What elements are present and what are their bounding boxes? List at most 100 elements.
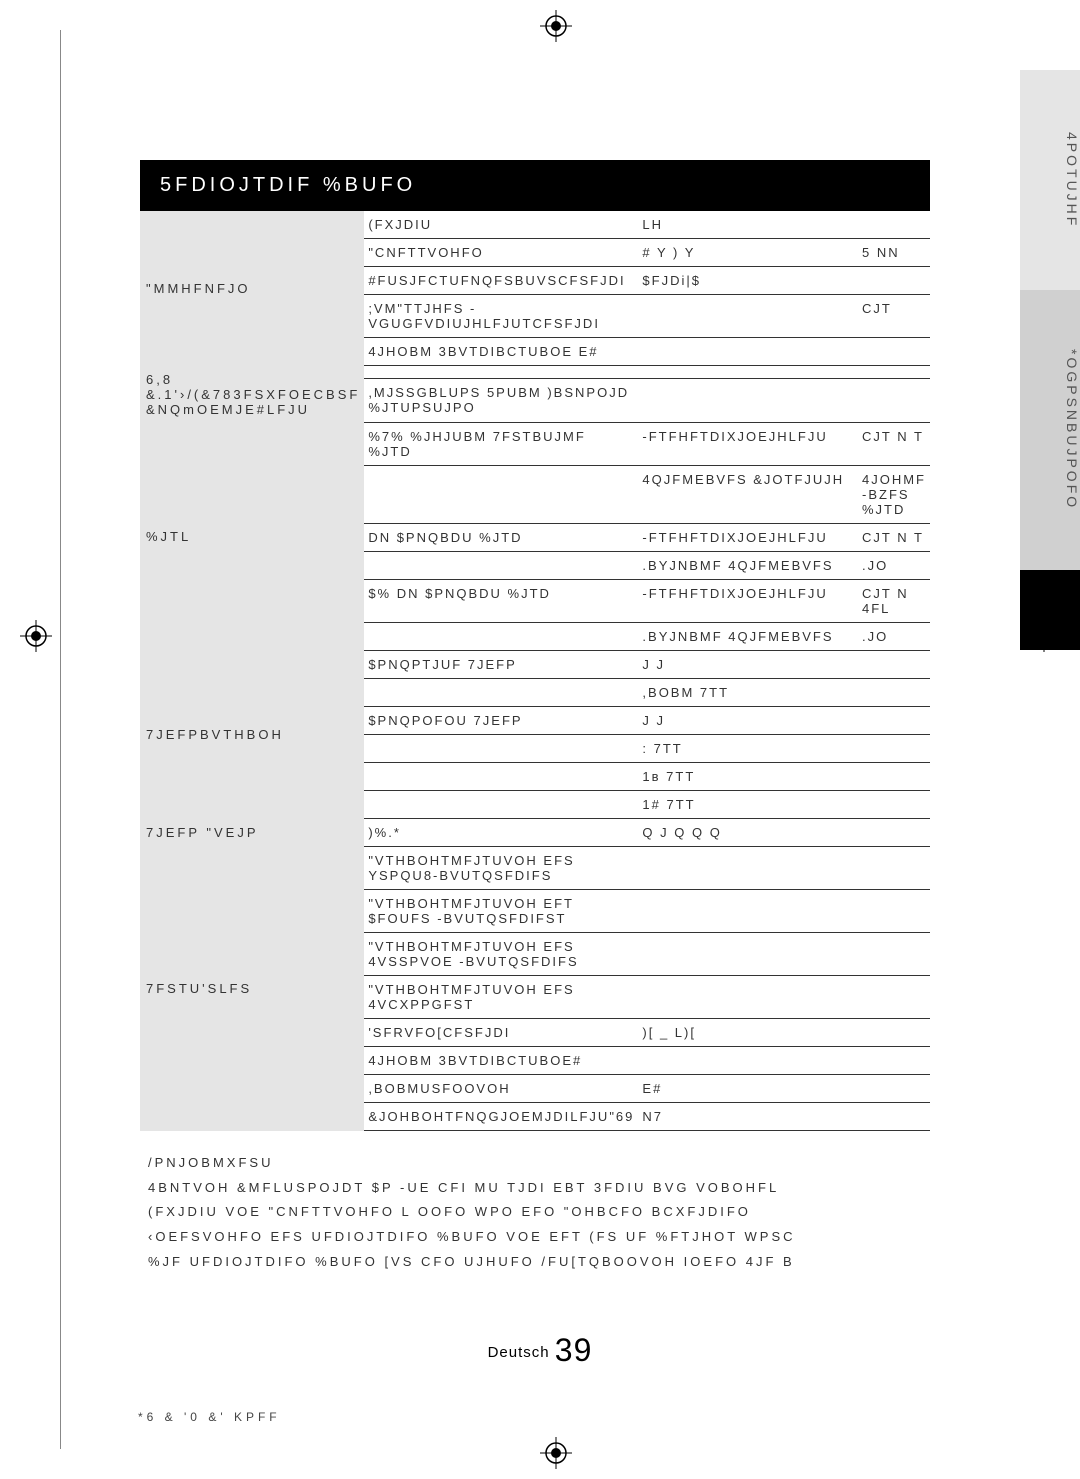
cell: "VTHBOHTMFJTUVOH EFS 4VCXPPGFST: [364, 976, 638, 1019]
cell: [858, 679, 930, 707]
cell: [638, 890, 858, 933]
cell: $PNQPTJUF 7JEFP: [364, 651, 638, 679]
cell: [858, 211, 930, 239]
cell: 4JHOBM 3BVTDIBCTUBOE E#: [364, 338, 638, 366]
cell: CJT N T: [858, 524, 930, 552]
cell: [858, 735, 930, 763]
cell: [364, 466, 638, 524]
cell: [364, 763, 638, 791]
cell: CJT N T: [858, 423, 930, 466]
cell: 4JOHMF -BZFS %JTD: [858, 466, 930, 524]
cell: 1ʙ 7TT: [638, 763, 858, 791]
cell: .JO: [858, 552, 930, 580]
cell: [638, 976, 858, 1019]
group-label: 7JEFPBVTHBOH: [140, 651, 364, 819]
cell: J J: [638, 651, 858, 679]
page: 4POTUJHF *OGPSNBUJPOFO 5FDIOJTDIF %BUFO …: [60, 0, 1020, 1479]
side-tab-3: [1020, 570, 1080, 650]
content: 5FDIOJTDIF %BUFO "MMHFNFJO(FXJDIULH"CNFT…: [140, 160, 930, 1274]
page-number: Deutsch 39: [60, 1332, 1020, 1369]
side-tab-1: 4POTUJHF: [1020, 70, 1080, 290]
group-label: "MMHFNFJO: [140, 211, 364, 366]
cell: [638, 1047, 858, 1075]
cell: [364, 791, 638, 819]
cell: [364, 366, 638, 379]
cell: [364, 552, 638, 580]
cell: .JO: [858, 623, 930, 651]
cell: ,BOBMUSFOOVOH: [364, 1075, 638, 1103]
cell: [858, 366, 930, 379]
table-row: "MMHFNFJO(FXJDIULH: [140, 211, 930, 239]
spec-table: "MMHFNFJO(FXJDIULH"CNFTTVOHFO# Y ) Y5 NN…: [140, 211, 930, 1131]
cell: [364, 735, 638, 763]
cell: 'SFRVFO[CFSFJDI: [364, 1019, 638, 1047]
cell: [858, 267, 930, 295]
cell: 4QJFMEBVFS &JOTFJUJH: [638, 466, 858, 524]
cell: [858, 651, 930, 679]
cell: [364, 679, 638, 707]
cell: ,BOBM 7TT: [638, 679, 858, 707]
cell: LH: [638, 211, 858, 239]
footnote-line: 4BNTVOH &MFLUSPOJDT $P -UE CFI MU TJDI E…: [148, 1176, 930, 1201]
footnote-line: /PNJOBMXFSU: [148, 1151, 930, 1176]
cell: $FJDi|$: [638, 267, 858, 295]
cell: [858, 338, 930, 366]
side-tab-2: *OGPSNBUJPOFO: [1020, 290, 1080, 570]
cell: [858, 819, 930, 847]
cell: ,MJSSGBLUPS 5PUBM )BSNPOJD %JTUPSUJPO: [364, 379, 638, 423]
cell: [638, 366, 858, 379]
group-label: %JTL: [140, 423, 364, 651]
table-row: 7FSTU'SLFS"VTHBOHTMFJTUVOH EFS YSPQU8-BV…: [140, 847, 930, 890]
cell: : 7TT: [638, 735, 858, 763]
cell: -FTFHFTDIXJOEJHLFJU: [638, 524, 858, 552]
cell: [858, 1103, 930, 1131]
cell: [638, 338, 858, 366]
cell: [858, 707, 930, 735]
table-row: 7JEFPBVTHBOH$PNQPTJUF 7JEFPJ J: [140, 651, 930, 679]
registration-mark-bottom: [540, 1437, 572, 1469]
cell: $% DN $PNQBDU %JTD: [364, 580, 638, 623]
cell: DN $PNQBDU %JTD: [364, 524, 638, 552]
registration-mark-top: [540, 10, 572, 42]
cell: CJT: [858, 295, 930, 338]
cell: # Y ) Y: [638, 239, 858, 267]
cell: .BYJNBMF 4QJFMEBVFS: [638, 552, 858, 580]
cell: [858, 933, 930, 976]
page-lang: Deutsch: [488, 1344, 550, 1361]
cell: #FUSJFCTUFNQFSBUVSCFSFJDI: [364, 267, 638, 295]
cell: (FXJDIU: [364, 211, 638, 239]
section-title: 5FDIOJTDIF %BUFO: [140, 160, 930, 211]
group-label: 7JEFP "VEJP: [140, 819, 364, 847]
registration-mark-left: [20, 620, 52, 652]
cell: )%.*: [364, 819, 638, 847]
cell: [638, 933, 858, 976]
cell: "CNFTTVOHFO: [364, 239, 638, 267]
cell: [858, 1019, 930, 1047]
cell: [638, 379, 858, 423]
vertical-rule: [60, 30, 61, 1449]
table-row: 6,8 &.1'›/(&783FSXFOECBSF &NQmOEMJE#LFJU: [140, 366, 930, 379]
group-label: 6,8 &.1'›/(&783FSXFOECBSF &NQmOEMJE#LFJU: [140, 366, 364, 423]
table-row: %JTL%7% %JHJUBM 7FSTBUJMF %JTD-FTFHFTDIX…: [140, 423, 930, 466]
cell: [638, 295, 858, 338]
cell: [858, 1047, 930, 1075]
cell: "VTHBOHTMFJTUVOH EFT $FOUFS -BVUTQSFDIFS…: [364, 890, 638, 933]
page-num-value: 39: [555, 1332, 593, 1368]
group-label: 7FSTU'SLFS: [140, 847, 364, 1131]
cell: [858, 976, 930, 1019]
cell: )[ _ L)[: [638, 1019, 858, 1047]
cell: "VTHBOHTMFJTUVOH EFS YSPQU8-BVUTQSFDIFS: [364, 847, 638, 890]
cell: [638, 847, 858, 890]
footnote-line: ‹OEFSVOHFO EFS UFDIOJTDIFO %BUFO VOE EFT…: [148, 1225, 930, 1250]
cell: E#: [638, 1075, 858, 1103]
footnotes: /PNJOBMXFSU4BNTVOH &MFLUSPOJDT $P -UE CF…: [140, 1151, 930, 1274]
side-tabs: 4POTUJHF *OGPSNBUJPOFO: [1020, 70, 1080, 650]
footer-code: *6 & '0 &' KPFF: [138, 1410, 281, 1424]
cell: Q J Q Q Q: [638, 819, 858, 847]
cell: -FTFHFTDIXJOEJHLFJU: [638, 580, 858, 623]
cell: N7: [638, 1103, 858, 1131]
cell: .BYJNBMF 4QJFMEBVFS: [638, 623, 858, 651]
cell: [364, 623, 638, 651]
cell: [858, 847, 930, 890]
cell: %7% %JHJUBM 7FSTBUJMF %JTD: [364, 423, 638, 466]
